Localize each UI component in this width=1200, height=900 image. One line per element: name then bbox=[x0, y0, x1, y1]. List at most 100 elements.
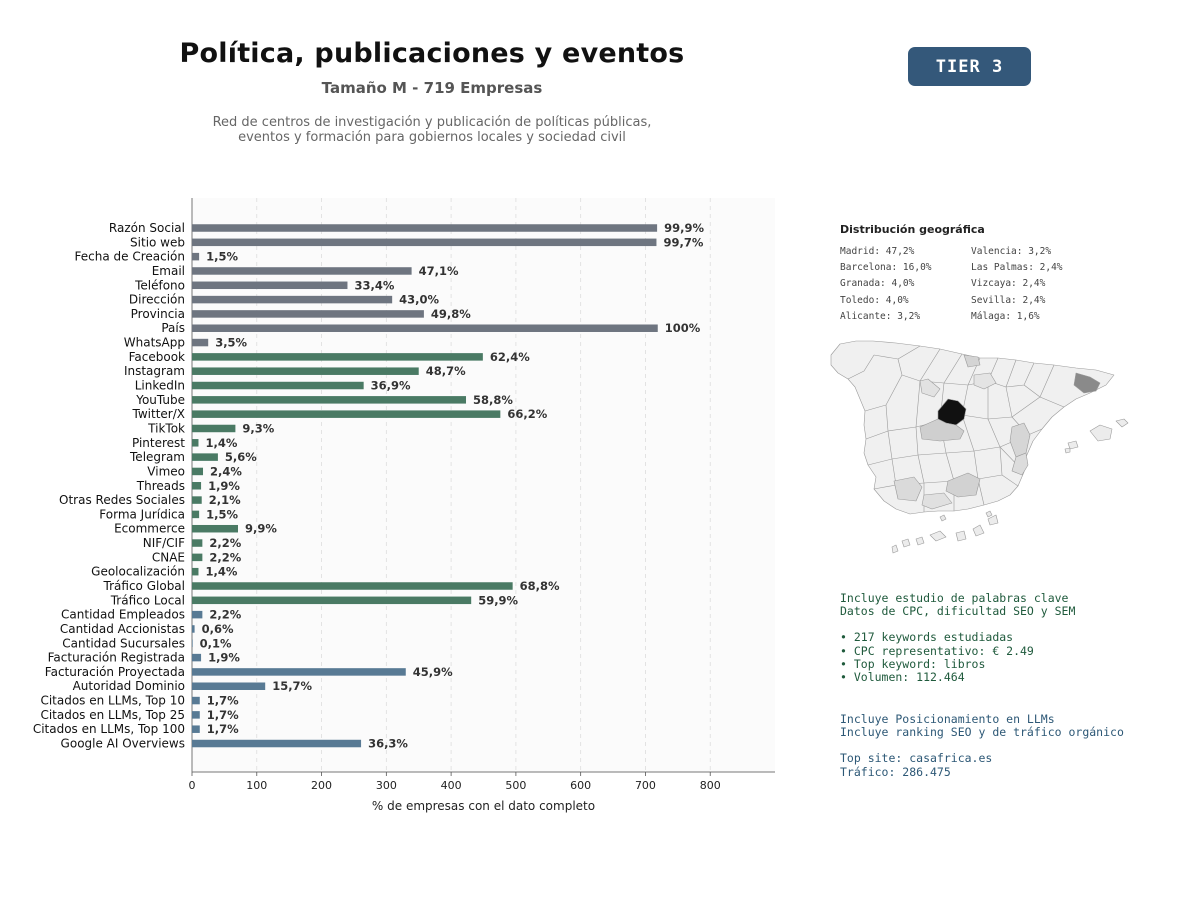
category-label: Cantidad Sucursales bbox=[62, 636, 185, 650]
seo-bullet: • Volumen: 112.464 bbox=[840, 670, 965, 685]
x-tick-label: 0 bbox=[189, 779, 196, 792]
data-label: 2,2% bbox=[209, 536, 241, 550]
bar bbox=[192, 396, 467, 404]
bar-chart: 0 100 200 300 400 500 600 700 800 % de empresas c… bbox=[33, 198, 775, 813]
region-granada bbox=[945, 472, 981, 498]
page-description: Red de centros de investigación y public… bbox=[132, 115, 732, 145]
llm-info: Incluye Posicionamiento en LLMs Incluye … bbox=[840, 712, 1124, 779]
category-label: Citados en LLMs, Top 10 bbox=[40, 694, 185, 708]
category-label: Email bbox=[152, 264, 185, 278]
bar bbox=[192, 610, 203, 619]
data-label: 1,4% bbox=[205, 565, 237, 579]
geo-distribution-title: Distribución geográfica bbox=[840, 223, 985, 236]
bar bbox=[192, 639, 193, 648]
category-label: Cantidad Empleados bbox=[61, 608, 185, 622]
category-label: Razón Social bbox=[109, 221, 185, 235]
category-label: Citados en LLMs, Top 25 bbox=[40, 708, 185, 722]
seo-info: Incluye estudio de palabras clave Datos … bbox=[840, 591, 1076, 685]
data-label: 2,1% bbox=[209, 493, 241, 507]
geo-item: Valencia: 3,2% bbox=[971, 246, 1052, 257]
category-label: Vimeo bbox=[147, 464, 185, 478]
category-label: Geolocalización bbox=[91, 565, 185, 579]
geo-item: Barcelona: 16,0% bbox=[840, 262, 932, 274]
data-label: 9,9% bbox=[245, 522, 277, 536]
data-label: 43,0% bbox=[399, 293, 439, 307]
geo-item: Las Palmas: 2,4% bbox=[971, 262, 1063, 274]
bar bbox=[192, 367, 419, 375]
category-label: Facturación Registrada bbox=[48, 651, 185, 665]
bar bbox=[192, 539, 203, 547]
category-label: Facebook bbox=[129, 350, 185, 364]
tier-badge: TIER 3 bbox=[908, 47, 1031, 86]
seo-bullet: • Top keyword: libros bbox=[840, 656, 986, 671]
x-tick-label: 600 bbox=[570, 779, 591, 792]
bar bbox=[192, 310, 424, 318]
geo-item: Madrid: 47,2% bbox=[840, 246, 915, 257]
bar bbox=[192, 267, 412, 275]
category-label: TikTok bbox=[147, 421, 185, 435]
geo-item: Alicante: 3,2% bbox=[840, 310, 921, 322]
category-label: Twitter/X bbox=[132, 407, 185, 421]
data-label: 1,7% bbox=[207, 694, 239, 708]
bar bbox=[192, 224, 658, 232]
description-line-1: Red de centros de investigación y public… bbox=[212, 115, 652, 130]
data-label: 45,9% bbox=[413, 665, 453, 679]
bar bbox=[192, 496, 202, 504]
data-label: 1,4% bbox=[205, 436, 237, 450]
category-label: Fecha de Creación bbox=[75, 250, 185, 264]
category-label: Citados en LLMs, Top 100 bbox=[33, 722, 185, 736]
traffic: Tráfico: 286.475 bbox=[840, 764, 951, 779]
category-label: País bbox=[161, 321, 185, 335]
category-label: Teléfono bbox=[134, 278, 185, 292]
bar bbox=[192, 567, 199, 576]
category-label: Cantidad Accionistas bbox=[60, 622, 185, 636]
data-label: 62,4% bbox=[490, 350, 530, 364]
data-label: 2,2% bbox=[209, 550, 241, 564]
data-label: 3,5% bbox=[215, 336, 247, 350]
bar bbox=[192, 596, 472, 605]
bar bbox=[192, 238, 657, 247]
geo-item: Vizcaya: 2,4% bbox=[971, 278, 1046, 290]
bar bbox=[192, 524, 238, 533]
data-label: 15,7% bbox=[272, 679, 312, 693]
bar bbox=[192, 338, 209, 347]
bar bbox=[192, 553, 203, 562]
region-toledo bbox=[919, 418, 965, 442]
bar bbox=[192, 582, 513, 590]
balearic-islands bbox=[1064, 418, 1129, 454]
region-vizcaya bbox=[963, 354, 981, 368]
data-label: 36,9% bbox=[371, 379, 411, 393]
data-label: 47,1% bbox=[419, 264, 459, 278]
bar bbox=[192, 668, 406, 676]
x-axis-label: % de empresas con el dato completo bbox=[372, 799, 595, 813]
data-label: 0,1% bbox=[200, 636, 232, 650]
category-label: NIF/CIF bbox=[143, 536, 185, 550]
data-label: 48,7% bbox=[426, 364, 466, 378]
canary-islands bbox=[891, 514, 999, 554]
category-label: Threads bbox=[136, 479, 185, 493]
bar bbox=[192, 482, 202, 490]
category-label: Provincia bbox=[131, 307, 185, 321]
data-label: 1,5% bbox=[206, 507, 238, 521]
data-label: 66,2% bbox=[507, 407, 547, 421]
category-label: Tráfico Global bbox=[103, 579, 185, 593]
category-label: Forma Jurídica bbox=[99, 507, 185, 521]
data-label: 1,9% bbox=[208, 479, 240, 493]
data-label: 1,7% bbox=[207, 722, 239, 736]
data-label: 99,7% bbox=[663, 235, 703, 249]
region-sevilla bbox=[893, 476, 923, 502]
bar bbox=[192, 410, 501, 418]
category-label: Dirección bbox=[129, 293, 185, 307]
x-tick-label: 400 bbox=[441, 779, 462, 792]
bar bbox=[192, 739, 362, 748]
region-malaga bbox=[921, 492, 953, 510]
page-subtitle: Tamaño M - 719 Empresas bbox=[321, 79, 543, 97]
category-label: Google AI Overviews bbox=[61, 737, 185, 751]
data-label: 33,4% bbox=[354, 278, 394, 292]
data-label: 99,9% bbox=[664, 221, 704, 235]
category-label: Tráfico Local bbox=[110, 593, 185, 607]
seo-line-1: Incluye estudio de palabras clave bbox=[840, 591, 1069, 605]
plot-background bbox=[192, 198, 775, 772]
category-label: Facturación Proyectada bbox=[45, 665, 185, 679]
seo-line-2: Datos de CPC, dificultad SEO y SEM bbox=[840, 604, 1076, 619]
